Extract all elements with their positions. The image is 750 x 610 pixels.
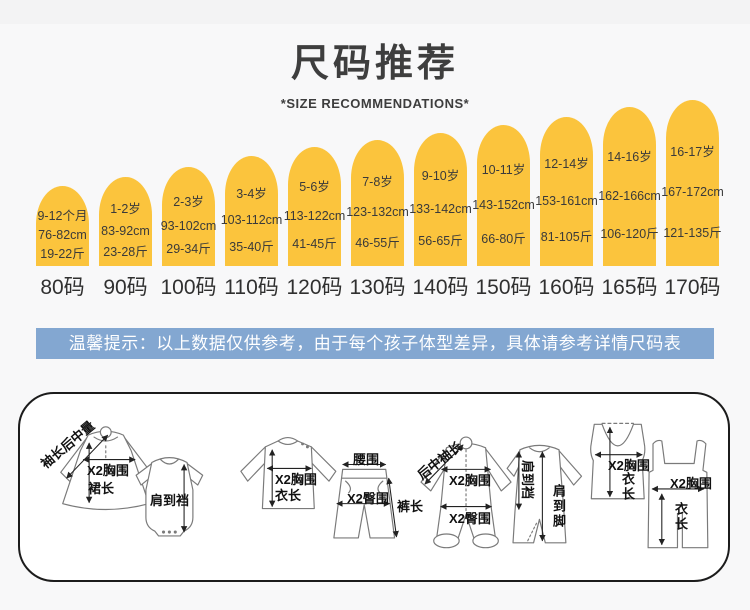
open-romper-drawing [506,444,583,544]
vest-drawing [590,422,646,500]
romper-sleeve-arrow [424,444,464,485]
size-bar: 3-4岁 103-112cm 35-40斤 [221,156,282,266]
garment-diagrams [60,422,709,549]
size-code-label: 140码 [412,276,469,299]
size-code-label: 165码 [601,276,658,299]
height-range: 133-142cm [409,201,472,216]
height-range: 123-132cm [346,205,409,219]
age-range: 7-8岁 [362,174,393,189]
height-range: 76-82cm [38,228,87,242]
size-column-100: 2-3岁 93-102cm 29-34斤 100码 [160,167,217,301]
height-range: 103-112cm [220,213,283,227]
size-bar: 10-11岁 143-152cm 66-80斤 [472,125,535,266]
age-range: 16-17岁 [670,144,715,159]
overalls-bust-label: X2胸围 [670,476,712,491]
age-range: 10-11岁 [481,163,526,178]
size-code-label: 90码 [103,276,148,299]
romper-hip-label: X2臀围 [449,511,491,526]
size-bar: 9-12个月 76-82cm 19-22斤 [36,186,89,266]
size-code-label: 120码 [286,276,343,299]
size-column-170: 16-17岁 167-172cm 121-135斤 170码 [661,100,724,301]
dress-bust-label: X2胸围 [87,463,129,478]
weight-range: 41-45斤 [292,237,337,252]
age-range: 12-14岁 [544,157,589,172]
age-range: 5-6岁 [299,179,330,194]
romper-bust-label: X2胸围 [449,473,491,488]
height-range: 167-172cm [661,185,724,199]
romper2-rise-label: 肩到裆 [520,460,535,500]
header: 尺码推荐 *SIZE RECOMMENDATIONS* [0,32,750,111]
size-column-165: 14-16岁 162-166cm 106-120斤 165码 [598,107,661,301]
overalls-length-label: 衣长 [673,502,688,532]
pants-length-label: 裤长 [397,499,424,514]
size-bar: 16-17岁 167-172cm 121-135斤 [661,100,724,266]
weight-range: 46-55斤 [355,235,400,250]
size-code-label: 110码 [224,276,279,299]
vest-bust-label: X2胸围 [608,458,650,473]
page-subtitle: *SIZE RECOMMENDATIONS* [280,96,470,111]
vest-length-label: 衣长 [620,472,635,502]
size-code-label: 160码 [538,276,595,299]
size-bar: 7-8岁 123-132cm 46-55斤 [346,140,409,266]
size-columns-chart: 9-12个月 76-82cm 19-22斤 80码 1-2岁 83-92cm 2… [36,100,724,301]
age-range: 14-16岁 [607,149,652,164]
age-range: 3-4岁 [236,186,267,201]
size-bar: 1-2岁 83-92cm 23-28斤 [99,177,152,266]
size-column-130: 7-8岁 123-132cm 46-55斤 130码 [346,140,409,301]
weight-range: 66-80斤 [481,231,526,246]
height-range: 83-92cm [101,223,150,238]
weight-range: 56-65斤 [418,233,463,248]
top-strip [0,0,750,24]
weight-range: 81-105斤 [540,229,593,244]
weight-range: 29-34斤 [166,242,211,257]
age-range: 9-12个月 [37,209,88,223]
weight-range: 23-28斤 [103,244,148,259]
height-range: 162-166cm [598,188,661,203]
size-bar: 14-16岁 162-166cm 106-120斤 [598,107,661,266]
weight-range: 121-135斤 [663,225,722,240]
size-code-label: 80码 [40,276,85,299]
measurement-guide: 袖长后中量 X2胸围 裙长 肩到裆 X2胸围 衣长 腰围 X2臀围 裤长 后中袖… [18,392,730,582]
size-bar: 12-14岁 153-161cm 81-105斤 [535,117,598,266]
pants-waist-label: 腰围 [353,452,380,467]
height-range: 93-102cm [160,218,217,233]
age-range: 1-2岁 [110,202,141,217]
height-range: 153-161cm [535,193,598,208]
romper2-foot-label: 肩到脚 [551,484,566,529]
size-column-80: 9-12个月 76-82cm 19-22斤 80码 [36,186,89,301]
size-bar: 9-10岁 133-142cm 56-65斤 [409,133,472,266]
height-range: 113-122cm [283,208,346,223]
height-range: 143-152cm [472,197,535,212]
size-bar: 5-6岁 113-122cm 41-45斤 [284,147,345,266]
dress-length-label: 裙长 [88,481,115,496]
size-code-label: 100码 [160,276,217,299]
size-column-110: 3-4岁 103-112cm 35-40斤 110码 [221,156,282,301]
measurement-arrows [66,426,705,546]
page-title: 尺码推荐 [290,43,459,85]
size-code-label: 150码 [475,276,532,299]
size-code-label: 130码 [349,276,406,299]
weight-range: 35-40斤 [229,239,274,254]
weight-range: 106-120斤 [600,227,659,242]
weight-range: 19-22斤 [40,247,85,261]
size-column-140: 9-10岁 133-142cm 56-65斤 140码 [409,133,472,301]
age-range: 9-10岁 [421,169,460,184]
size-column-90: 1-2岁 83-92cm 23-28斤 90码 [99,177,152,301]
tshirt-bust-label: X2胸围 [275,472,317,487]
size-column-120: 5-6岁 113-122cm 41-45斤 120码 [284,147,345,301]
size-code-label: 170码 [664,276,721,299]
notice-bar: 温馨提示：以上数据仅供参考，由于每个孩子体型差异，具体请参考详情尺码表 [36,328,714,359]
bodysuit-rise-label: 肩到裆 [150,493,190,508]
size-column-150: 10-11岁 143-152cm 66-80斤 150码 [472,125,535,301]
age-range: 2-3岁 [173,194,204,209]
size-column-160: 12-14岁 153-161cm 81-105斤 160码 [535,117,598,301]
pants-length-arrow [386,477,399,538]
size-bar: 2-3岁 93-102cm 29-34斤 [160,167,217,266]
tshirt-length-label: 衣长 [275,488,302,503]
pants-hip-label: X2臀围 [347,491,389,506]
